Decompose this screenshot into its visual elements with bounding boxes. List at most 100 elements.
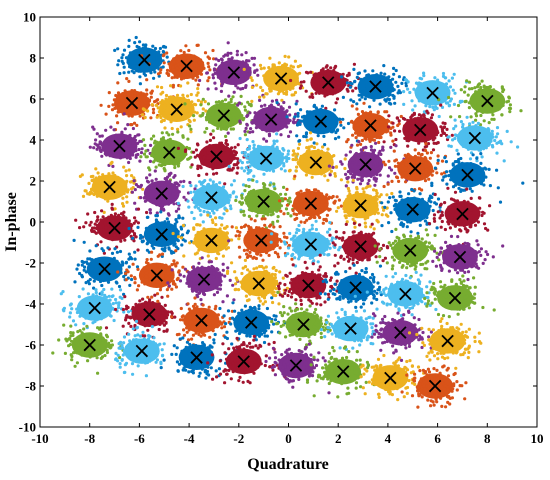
cluster-center-marker-12: × <box>312 110 330 135</box>
cluster-center-marker-58: × <box>187 345 205 370</box>
cluster-cloud-22 <box>382 142 452 192</box>
y-tick-label-4: -2 <box>25 256 36 271</box>
y-axis-label: In-phase <box>3 192 20 252</box>
cluster-cloud-56 <box>51 323 125 375</box>
cluster-center-marker-6: × <box>423 81 441 106</box>
cluster-cloud-42 <box>166 239 240 306</box>
x-tick-label-8: 6 <box>434 431 441 446</box>
cluster-center-marker-63: × <box>426 374 444 399</box>
cluster-center-marker-9: × <box>167 97 185 122</box>
cluster-center-marker-43: × <box>249 272 267 297</box>
cluster-center-marker-61: × <box>334 360 352 385</box>
cluster-cloud-15 <box>446 104 520 167</box>
cluster-cloud-12 <box>275 101 359 147</box>
x-tick-label-4: -2 <box>233 431 244 446</box>
cluster-cloud-45 <box>318 263 383 309</box>
cluster-center-marker-56: × <box>80 333 98 358</box>
cluster-cloud-19 <box>227 132 299 189</box>
x-tick-label-5: 0 <box>285 431 292 446</box>
cluster-cloud-59 <box>206 334 287 385</box>
x-tick-label-9: 8 <box>484 431 491 446</box>
x-tick-label-0: -10 <box>31 431 48 446</box>
x-tick-label-6: 2 <box>335 431 342 446</box>
cluster-cloud-2 <box>198 41 265 98</box>
cluster-cloud-39 <box>431 234 505 282</box>
x-tick-label-1: -8 <box>84 431 95 446</box>
cluster-center-marker-27: × <box>254 190 272 215</box>
cluster-cloud-41 <box>116 249 195 299</box>
cluster-center-marker-41: × <box>148 263 166 288</box>
y-tick-label-10: 10 <box>23 10 36 25</box>
cluster-cloud-25 <box>130 169 197 217</box>
cluster-cloud-31 <box>427 186 492 246</box>
cluster-cloud-52 <box>270 290 342 353</box>
cluster-center-markers: × × × × × × × × × × × × × × × × × × × × × × × × × × × × × × × × × × × × × × × ×… <box>80 48 496 399</box>
cluster-center-marker-45: × <box>346 276 364 301</box>
cluster-cloud-7 <box>437 79 523 131</box>
y-tick-label-0: -10 <box>19 420 36 435</box>
cluster-cloud-58 <box>159 336 237 380</box>
cluster-center-marker-21: × <box>356 153 374 178</box>
cluster-center-marker-22: × <box>406 157 424 182</box>
cluster-cloud-46 <box>365 270 438 318</box>
cluster-center-marker-18: × <box>207 144 225 169</box>
cluster-center-marker-62: × <box>381 366 399 391</box>
cluster-center-marker-25: × <box>153 181 171 206</box>
cluster-cloud-14 <box>382 103 454 159</box>
cluster-cloud-60 <box>264 342 353 395</box>
axis-ticks: -10 -8 -6 -4 -2 0 2 4 6 8 10 -10 -8 -6 -4 -2 0 2 4 6 8 10 <box>19 10 544 447</box>
cluster-cloud-20 <box>287 131 347 182</box>
cluster-center-marker-33: × <box>153 222 171 247</box>
cluster-center-marker-59: × <box>235 349 253 374</box>
cluster-center-marker-2: × <box>225 60 243 85</box>
cluster-cloud-43 <box>225 258 296 306</box>
cluster-center-marker-19: × <box>257 146 275 171</box>
cluster-center-marker-17: × <box>160 140 178 165</box>
cluster-cloud-8 <box>99 77 170 132</box>
cluster-center-marker-38: × <box>401 239 419 264</box>
cluster-center-marker-15: × <box>466 126 484 151</box>
x-axis-label: Quadrature <box>247 456 328 473</box>
cluster-cloud-48 <box>59 287 134 330</box>
cluster-center-marker-0: × <box>135 48 153 73</box>
x-tick-label-3: -4 <box>184 431 195 446</box>
y-tick-label-8: 6 <box>30 92 37 107</box>
cluster-center-marker-44: × <box>299 274 317 299</box>
cluster-cloud-57 <box>114 319 166 378</box>
cluster-center-marker-16: × <box>110 134 128 159</box>
cluster-center-marker-7: × <box>478 89 496 114</box>
y-tick-label-7: 4 <box>30 133 37 148</box>
cluster-center-marker-35: × <box>252 228 270 253</box>
cluster-center-marker-8: × <box>123 91 141 116</box>
cluster-cloud-62 <box>359 353 426 402</box>
cluster-cloud-29 <box>335 178 394 231</box>
cluster-center-marker-60: × <box>287 354 305 379</box>
cluster-center-marker-11: × <box>262 108 280 133</box>
cluster-cloud-63 <box>400 364 468 409</box>
scatter-points-layer <box>51 35 525 409</box>
cluster-center-marker-40: × <box>95 257 113 282</box>
cluster-cloud-32 <box>74 202 149 255</box>
cluster-center-marker-23: × <box>458 163 476 188</box>
x-tick-label-10: 10 <box>531 431 544 446</box>
cluster-cloud-51 <box>213 296 287 352</box>
cluster-cloud-61 <box>305 345 378 399</box>
cluster-center-marker-50: × <box>192 308 210 333</box>
cluster-center-marker-32: × <box>105 216 123 241</box>
cluster-cloud-18 <box>176 132 252 186</box>
cluster-cloud-16 <box>88 112 153 168</box>
y-tick-label-5: 0 <box>30 215 37 230</box>
y-tick-label-6: 2 <box>30 174 37 189</box>
cluster-cloud-11 <box>226 98 307 143</box>
cluster-cloud-50 <box>156 296 240 347</box>
cluster-center-marker-46: × <box>396 282 414 307</box>
cluster-cloud-27 <box>234 178 295 230</box>
cluster-center-marker-30: × <box>404 198 422 223</box>
cluster-cloud-35 <box>230 217 294 262</box>
cluster-center-marker-53: × <box>341 317 359 342</box>
cluster-cloud-28 <box>278 174 343 225</box>
cluster-center-marker-36: × <box>302 233 320 258</box>
cluster-center-marker-13: × <box>361 114 379 139</box>
cluster-cloud-36 <box>269 219 345 268</box>
cluster-center-marker-1: × <box>177 54 195 79</box>
